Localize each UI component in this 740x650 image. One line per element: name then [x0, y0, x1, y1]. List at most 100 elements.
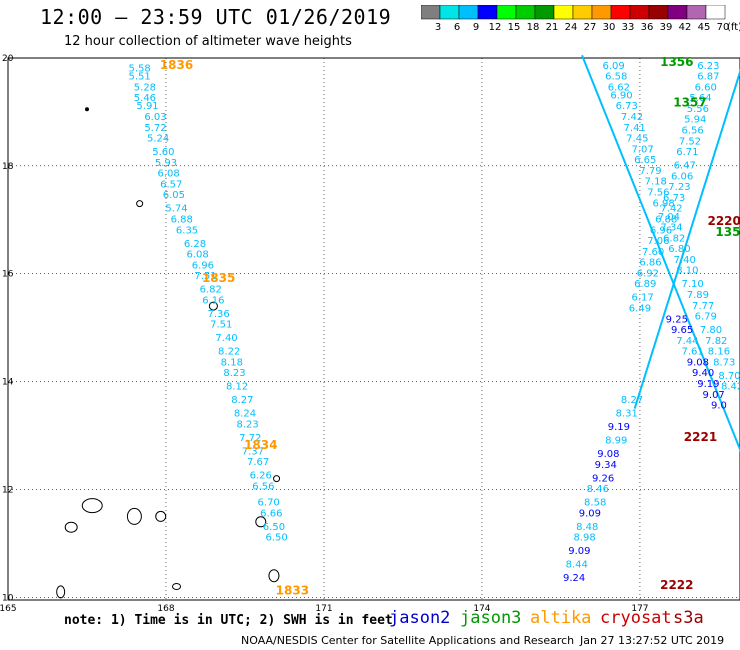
swh-reading: 6.73 [616, 101, 638, 112]
x-tick-label: 177 [631, 604, 648, 614]
island-outline [273, 475, 281, 483]
swh-reading: 9.08 [597, 449, 619, 460]
island-outline [268, 569, 280, 583]
swh-reading: 7.80 [700, 325, 722, 336]
swh-reading: 6.08 [157, 169, 179, 180]
swh-reading: 7.67 [247, 457, 269, 468]
swh-reading: 8.27 [231, 395, 253, 406]
swh-reading: 5.94 [684, 115, 706, 126]
scale-tick: 30 [603, 22, 616, 33]
swh-reading: 9.25 [666, 314, 688, 325]
swh-reading: 8.23 [223, 368, 245, 379]
swh-reading: 7.44 [676, 336, 698, 347]
swh-reading: 6.49 [629, 303, 651, 314]
swh-reading: 7.51 [210, 320, 232, 331]
swh-reading: 5.51 [129, 72, 151, 83]
swh-reading: 6.08 [186, 250, 208, 261]
swh-reading: 7.56 [647, 188, 669, 199]
y-tick-label: 20 [2, 54, 14, 64]
swh-reading: 6.62 [608, 82, 630, 93]
swh-reading: 7.10 [681, 279, 703, 290]
island-outline [172, 583, 182, 591]
legend-s3a: s3a [673, 608, 704, 628]
swh-reading: 6.88 [171, 214, 193, 225]
swh-reading: 9.09 [579, 508, 601, 519]
swh-reading: 6.05 [163, 190, 185, 201]
swh-reading: 7.06 [647, 236, 669, 247]
map-frame [7, 57, 740, 601]
swh-reading: 9.40 [692, 368, 714, 379]
track-label: 1835 [202, 271, 235, 285]
track-line [581, 54, 740, 453]
swh-reading: 6.60 [695, 82, 717, 93]
scale-tick: 24 [565, 22, 578, 33]
swh-reading: 7.82 [705, 336, 727, 347]
swh-reading: 9.09 [568, 546, 590, 557]
swh-reading: 9.65 [671, 325, 693, 336]
swh-reading: 7.61 [681, 347, 703, 358]
swh-reading: 7.42 [621, 112, 643, 123]
swh-reading: 7.42 [660, 204, 682, 215]
y-tick-label: 12 [2, 485, 13, 495]
swh-reading: 6.98 [653, 198, 675, 209]
swh-reading: 8.27 [621, 395, 643, 406]
x-tick-label: 165 [0, 604, 17, 614]
swh-reading: 8.23 [236, 419, 258, 430]
swh-reading: 7.51 [194, 271, 216, 282]
swh-reading: 6.66 [260, 508, 282, 519]
y-tick-label: 14 [2, 378, 14, 388]
swh-reading: 9.24 [563, 573, 585, 584]
island-dot [84, 107, 89, 112]
swh-reading: 5.91 [136, 101, 158, 112]
swh-reading: 7.04 [658, 212, 680, 223]
swh-reading: 7.37 [242, 446, 264, 457]
swh-reading: 5.28 [134, 82, 156, 93]
swh-reading: 6.96 [192, 260, 214, 271]
scale-tick: 18 [527, 22, 540, 33]
swh-reading: 6.80 [668, 244, 690, 255]
swh-reading: 6.79 [695, 312, 717, 323]
swh-reading: 8.24 [234, 409, 256, 420]
swh-reading: 5.60 [152, 147, 174, 158]
swh-reading: 5.58 [129, 63, 151, 74]
swh-reading: 7.79 [639, 166, 661, 177]
track-label: 2222 [660, 578, 693, 592]
swh-reading: 8.70 [718, 371, 740, 382]
swh-reading: 6.82 [663, 233, 685, 244]
swh-reading: 6.28 [184, 239, 206, 250]
page-subtitle: 12 hour collection of altimeter wave hei… [64, 34, 352, 49]
swh-reading: 6.56 [681, 126, 703, 137]
swh-reading: 6.50 [265, 533, 287, 544]
scale-tick: 42 [679, 22, 692, 33]
scale-tick: 21 [546, 22, 559, 33]
scale-unit: (ft) [727, 22, 740, 33]
swh-reading: 8.98 [574, 533, 596, 544]
swh-reading: 9.26 [592, 473, 614, 484]
track-label: 1836 [160, 58, 193, 72]
swh-reading: 6.96 [650, 225, 672, 236]
page-title: 12:00 – 23:59 UTC 01/26/2019 [40, 5, 392, 29]
scale-tick: 12 [489, 22, 502, 33]
swh-reading: 6.82 [200, 285, 222, 296]
swh-reading: 6.86 [639, 258, 661, 269]
scale-tick: 27 [584, 22, 597, 33]
swh-reading: 6.90 [610, 90, 632, 101]
swh-reading: 6.87 [697, 72, 719, 83]
scale-tick: 9 [473, 22, 479, 33]
swh-reading: 8.58 [584, 498, 606, 509]
swh-reading: 9.19 [608, 422, 630, 433]
swh-reading: 5.24 [147, 134, 169, 145]
footer-note: note: 1) Time is in UTC; 2) SWH is in fe… [64, 613, 393, 628]
legend-altika: altika [530, 608, 592, 628]
swh-reading: 6.92 [637, 268, 659, 279]
swh-reading: 7.40 [674, 255, 696, 266]
swh-reading: 6.47 [674, 161, 696, 172]
swh-reading: 9.34 [595, 460, 617, 471]
swh-reading: 6.50 [263, 522, 285, 533]
swh-reading: 7.23 [668, 182, 690, 193]
island-outline [255, 516, 267, 528]
track-line [633, 68, 740, 409]
swh-reading: 8.10 [676, 266, 698, 277]
